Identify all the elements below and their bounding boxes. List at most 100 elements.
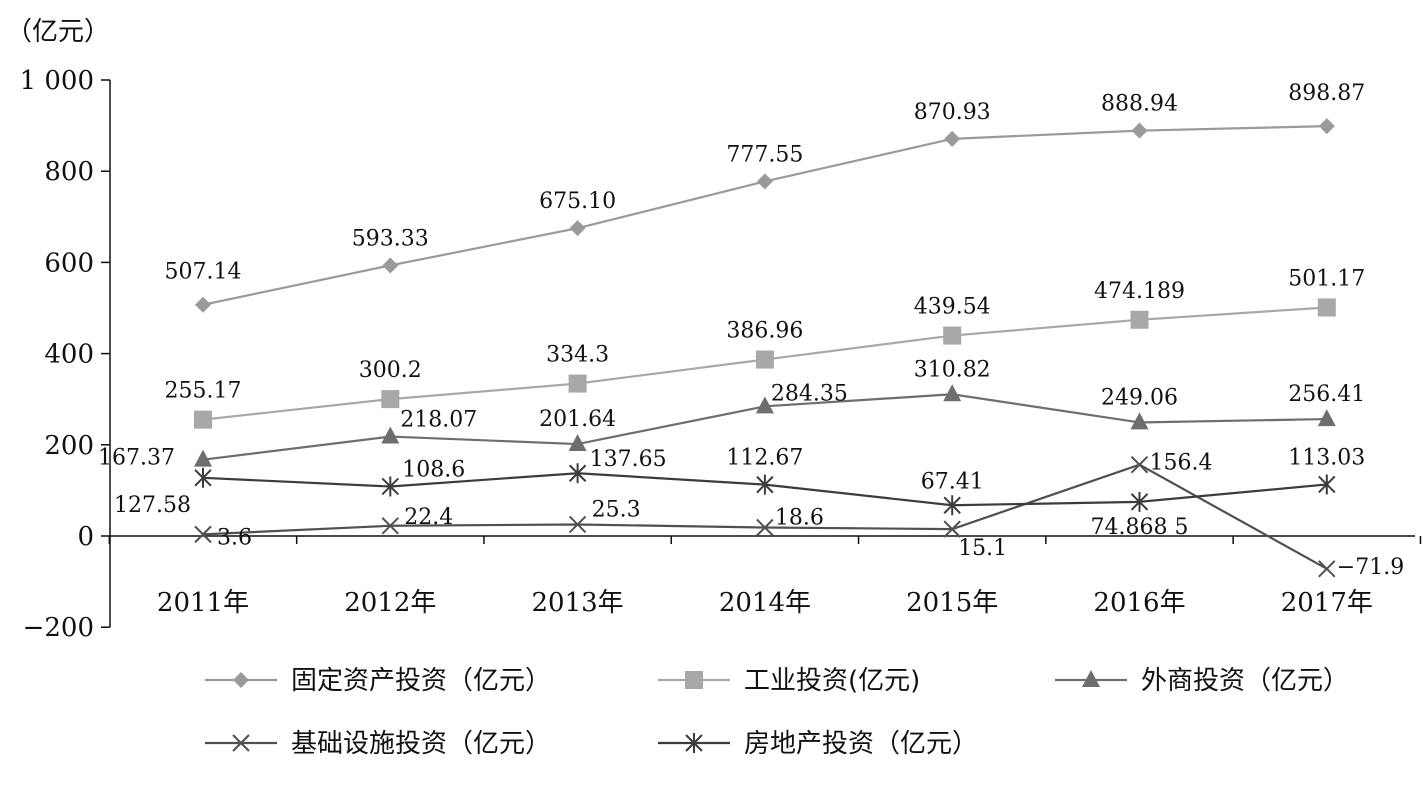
data-point	[381, 476, 400, 497]
data-point	[756, 518, 774, 537]
data-point	[381, 517, 400, 535]
y-tick-label: 400	[44, 340, 94, 370]
data-label: 284.35	[771, 381, 848, 406]
data-label: 256.41	[1288, 382, 1365, 407]
data-label: 201.64	[539, 407, 616, 432]
legend-marker	[685, 671, 703, 689]
legend-item: 基础设施投资（亿元）	[205, 729, 551, 759]
x-tick-label: 2011年	[157, 588, 249, 618]
x-tick-label: 2015年	[906, 588, 998, 618]
data-label: 870.93	[914, 100, 991, 125]
axes: −200 0 200 400 600 800 1 000 2011年 2012年 2013年 201…	[20, 66, 1422, 643]
data-point	[194, 449, 212, 467]
legend-item: 房地产投资（亿元）	[658, 729, 978, 759]
data-labels: 507.14 593.33 675.10 777.55 870.93 888.94 898.…	[98, 81, 1404, 580]
data-label: 3.6	[217, 525, 252, 550]
data-label: 127.58	[114, 493, 191, 518]
legend-item: 外商投资（亿元）	[1055, 666, 1349, 696]
y-tick-label: −200	[23, 613, 94, 643]
data-point	[1130, 455, 1149, 474]
data-point	[755, 396, 774, 414]
data-point	[381, 390, 400, 409]
series-5	[194, 463, 1336, 516]
data-label: 507.14	[165, 260, 242, 285]
data-point	[568, 434, 587, 452]
legend-marker	[232, 734, 250, 752]
y-axis-unit-label: （亿元）	[6, 17, 110, 47]
data-label: 255.17	[165, 379, 242, 404]
data-label: 22.4	[404, 505, 453, 530]
data-label: 112.67	[726, 446, 803, 471]
data-point	[1318, 560, 1336, 578]
data-point	[755, 350, 774, 369]
data-point	[194, 467, 212, 488]
data-point	[568, 463, 587, 484]
data-label: 334.3	[546, 343, 609, 368]
data-label: 310.82	[914, 357, 991, 382]
x-tick-label: 2016年	[1093, 588, 1185, 618]
data-point	[382, 257, 399, 274]
data-point	[1317, 298, 1336, 317]
legend-item: 固定资产投资（亿元）	[205, 666, 551, 696]
data-label: 898.87	[1288, 81, 1365, 106]
data-point	[568, 374, 587, 393]
legend-label: 房地产投资（亿元）	[744, 729, 978, 759]
data-label: 249.06	[1101, 385, 1178, 410]
data-point	[1317, 409, 1336, 427]
data-label: 777.55	[726, 142, 803, 167]
data-point	[756, 173, 773, 190]
data-label: 386.96	[726, 319, 803, 344]
data-label: 167.37	[98, 446, 175, 471]
x-tick-label: 2012年	[344, 588, 436, 618]
data-label: −71.9	[1337, 555, 1404, 580]
x-tick-label: 2014年	[719, 588, 811, 618]
data-label: 74.868 5	[1091, 515, 1189, 540]
x-tick-label: 2017年	[1281, 588, 1373, 618]
data-point	[194, 525, 212, 544]
legend-item: 工业投资(亿元)	[658, 666, 920, 696]
data-point	[1130, 491, 1149, 512]
data-point	[943, 520, 961, 538]
y-tick-label: 200	[44, 431, 94, 461]
legend-marker	[233, 672, 249, 688]
series-layer	[194, 118, 1336, 578]
legend-label: 外商投资（亿元）	[1141, 666, 1349, 696]
data-label: 474.189	[1094, 279, 1185, 304]
y-tick-label: 600	[44, 248, 94, 278]
data-point	[1130, 310, 1149, 329]
data-label: 113.03	[1288, 445, 1365, 470]
data-point	[1130, 412, 1149, 430]
data-point	[1318, 118, 1335, 135]
data-label: 439.54	[914, 295, 991, 320]
legend: 固定资产投资（亿元） 工业投资(亿元) 外商投资（亿元） 基础设施投资（亿元） 房地产投…	[205, 666, 1349, 759]
data-label: 156.4	[1150, 451, 1213, 476]
data-label: 108.6	[402, 457, 465, 482]
y-tick-label: 0	[77, 522, 94, 552]
data-point	[194, 410, 212, 429]
data-label: 218.07	[400, 408, 477, 433]
series-1	[195, 118, 1335, 313]
data-point	[944, 130, 961, 147]
data-point	[569, 220, 586, 237]
data-label: 15.1	[958, 536, 1007, 561]
series-2	[194, 298, 1336, 429]
y-tick-label: 1 000	[20, 66, 94, 96]
data-label: 300.2	[359, 358, 422, 383]
data-label: 137.65	[590, 447, 667, 472]
legend-marker	[685, 733, 703, 753]
data-point	[943, 326, 962, 345]
data-point	[1318, 474, 1336, 495]
legend-label: 基础设施投资（亿元）	[291, 729, 551, 759]
y-tick-label: 800	[44, 157, 94, 187]
legend-label: 工业投资(亿元)	[744, 666, 920, 696]
data-point	[568, 515, 587, 534]
data-point	[943, 495, 961, 516]
series-3	[194, 384, 1336, 467]
data-label: 25.3	[592, 497, 641, 522]
data-label: 67.41	[921, 469, 984, 494]
series-4	[194, 455, 1336, 578]
x-tick-label: 2013年	[532, 588, 624, 618]
data-label: 18.6	[775, 506, 824, 531]
data-point	[1131, 122, 1148, 139]
